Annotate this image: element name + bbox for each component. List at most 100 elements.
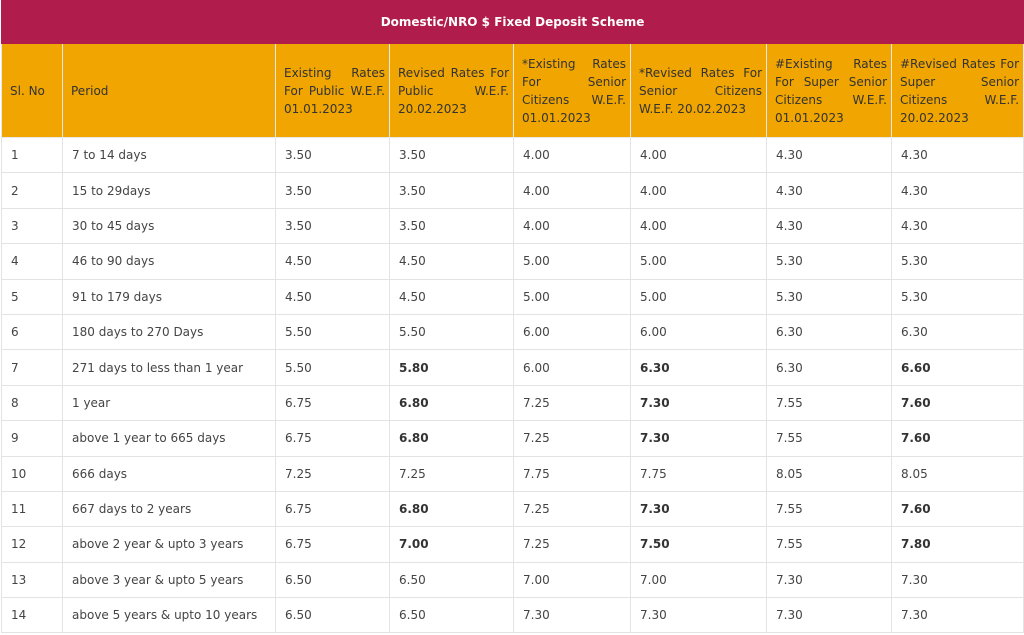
cell-revised-public: 6.80	[389, 384, 514, 422]
header-existing-senior: *Existing Rates For Senior Citizens W.E.…	[513, 43, 631, 138]
table-row: 9 above 1 year to 665 days 6.75 6.80 7.25 7.3…	[1, 420, 1024, 457]
cell-revised-senior: 7.30	[630, 420, 767, 457]
cell-period: above 1 year to 665 days	[62, 420, 276, 457]
cell-revised-public: 4.50	[389, 243, 514, 280]
cell-existing-public: 6.75	[275, 420, 390, 457]
cell-revised-super-senior: 6.30	[890, 313, 1024, 351]
cell-revised-super-senior: 4.30	[890, 136, 1024, 174]
cell-existing-super-senior: 4.30	[766, 136, 892, 174]
cell-period: above 2 year & upto 3 years	[62, 526, 276, 563]
cell-revised-senior: 5.00	[630, 278, 767, 315]
cell-revised-senior: 7.50	[630, 526, 767, 563]
cell-existing-super-senior: 4.30	[766, 207, 892, 245]
cell-revised-public: 3.50	[389, 207, 514, 245]
cell-existing-public: 6.75	[275, 490, 390, 528]
cell-revised-senior: 7.30	[630, 490, 767, 528]
table-title: Domestic/NRO $ Fixed Deposit Scheme	[0, 0, 1024, 44]
table-row: 14 above 5 years & upto 10 years 6.50 6.50 7…	[1, 597, 1024, 634]
table-row: 7 271 days to less than 1 year 5.50 5.80 6.0…	[1, 349, 1024, 386]
cell-existing-senior: 7.25	[513, 384, 631, 422]
cell-revised-public: 4.50	[389, 278, 514, 315]
cell-revised-senior: 6.30	[630, 349, 767, 386]
cell-sl-no: 3	[1, 207, 63, 245]
cell-existing-super-senior: 7.55	[766, 490, 892, 528]
cell-revised-public: 6.50	[389, 597, 514, 634]
cell-period: 46 to 90 days	[62, 243, 276, 280]
header-revised-public: Revised Rates For Public W.E.F. 20.02.20…	[389, 43, 514, 138]
cell-revised-senior: 7.30	[630, 597, 767, 634]
cell-revised-super-senior: 6.60	[890, 349, 1024, 386]
cell-existing-public: 5.50	[275, 349, 390, 386]
cell-revised-public: 3.50	[389, 136, 514, 174]
cell-existing-super-senior: 7.55	[766, 420, 892, 457]
cell-existing-public: 6.50	[275, 561, 390, 599]
cell-period: 180 days to 270 Days	[62, 313, 276, 351]
cell-sl-no: 7	[1, 349, 63, 386]
cell-existing-public: 4.50	[275, 278, 390, 315]
cell-revised-senior: 4.00	[630, 136, 767, 174]
cell-period: 271 days to less than 1 year	[62, 349, 276, 386]
cell-existing-senior: 5.00	[513, 278, 631, 315]
cell-existing-super-senior: 6.30	[766, 349, 892, 386]
cell-sl-no: 14	[1, 597, 63, 634]
cell-sl-no: 13	[1, 561, 63, 599]
table-row: 4 46 to 90 days 4.50 4.50 5.00 5.00 5.30 5.30	[1, 243, 1024, 280]
cell-existing-super-senior: 7.30	[766, 561, 892, 599]
cell-existing-public: 6.75	[275, 526, 390, 563]
cell-period: 1 year	[62, 384, 276, 422]
cell-revised-senior: 7.00	[630, 561, 767, 599]
cell-existing-senior: 4.00	[513, 207, 631, 245]
cell-period: 666 days	[62, 455, 276, 492]
cell-revised-public: 6.50	[389, 561, 514, 599]
cell-existing-senior: 7.25	[513, 526, 631, 563]
cell-revised-super-senior: 7.80	[890, 526, 1024, 563]
cell-revised-senior: 5.00	[630, 243, 767, 280]
cell-existing-super-senior: 5.30	[766, 278, 892, 315]
cell-period: 91 to 179 days	[62, 278, 276, 315]
cell-sl-no: 2	[1, 172, 63, 209]
cell-revised-public: 6.80	[389, 490, 514, 528]
header-revised-senior: *Revised Rates For Senior Citizens W.E.F…	[630, 43, 767, 138]
cell-existing-public: 4.50	[275, 243, 390, 280]
cell-existing-senior: 7.25	[513, 490, 631, 528]
cell-existing-super-senior: 7.55	[766, 526, 892, 563]
table-row: 3 30 to 45 days 3.50 3.50 4.00 4.00 4.30 4.30	[1, 207, 1024, 245]
table-row: 11 667 days to 2 years 6.75 6.80 7.25 7.30 7.5…	[1, 490, 1024, 528]
table-row: 6 180 days to 270 Days 5.50 5.50 6.00 6.00 6.3…	[1, 313, 1024, 351]
header-existing-super-senior: #Existing Rates For Super Senior Citizen…	[766, 43, 892, 138]
cell-revised-senior: 7.75	[630, 455, 767, 492]
cell-existing-super-senior: 4.30	[766, 172, 892, 209]
cell-revised-super-senior: 5.30	[890, 278, 1024, 315]
cell-existing-super-senior: 7.55	[766, 384, 892, 422]
cell-sl-no: 5	[1, 278, 63, 315]
cell-period: above 3 year & upto 5 years	[62, 561, 276, 599]
cell-existing-super-senior: 7.30	[766, 597, 892, 634]
header-period: Period	[62, 43, 276, 138]
cell-sl-no: 6	[1, 313, 63, 351]
cell-revised-public: 7.00	[389, 526, 514, 563]
cell-existing-senior: 7.00	[513, 561, 631, 599]
cell-existing-senior: 7.25	[513, 420, 631, 457]
cell-sl-no: 4	[1, 243, 63, 280]
cell-existing-public: 5.50	[275, 313, 390, 351]
cell-period: above 5 years & upto 10 years	[62, 597, 276, 634]
cell-existing-senior: 6.00	[513, 349, 631, 386]
cell-period: 667 days to 2 years	[62, 490, 276, 528]
table-header-row: Sl. No Period Existing Rates For Public …	[1, 43, 1024, 138]
header-sl-no: Sl. No	[1, 43, 63, 138]
cell-revised-public: 6.80	[389, 420, 514, 457]
cell-revised-super-senior: 7.60	[890, 490, 1024, 528]
cell-existing-super-senior: 8.05	[766, 455, 892, 492]
cell-existing-senior: 6.00	[513, 313, 631, 351]
cell-sl-no: 10	[1, 455, 63, 492]
cell-revised-super-senior: 4.30	[890, 207, 1024, 245]
cell-existing-senior: 7.30	[513, 597, 631, 634]
cell-sl-no: 8	[1, 384, 63, 422]
cell-revised-super-senior: 7.30	[890, 597, 1024, 634]
cell-existing-super-senior: 6.30	[766, 313, 892, 351]
